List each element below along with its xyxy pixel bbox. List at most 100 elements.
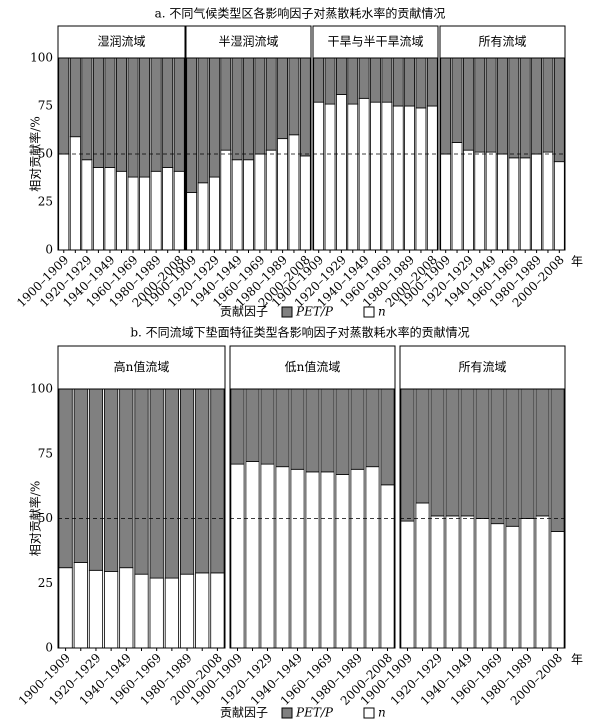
bar-segment — [58, 153, 70, 251]
bar-segment — [243, 57, 254, 161]
bar-segment — [335, 388, 350, 475]
bar-segment — [260, 388, 275, 465]
bar-segment — [254, 57, 266, 155]
bar-segment — [243, 159, 254, 251]
bar-segment — [365, 388, 380, 468]
panel-header — [229, 345, 396, 390]
panel-header — [185, 25, 312, 59]
bar-segment — [336, 57, 347, 95]
bar-segment — [430, 388, 445, 517]
bar-segment — [381, 101, 393, 251]
bar-segment — [104, 388, 119, 572]
y-tick-label: 100 — [30, 51, 53, 65]
bar-segment — [392, 57, 404, 107]
legend-swatch — [281, 306, 293, 318]
bar-segment — [210, 388, 225, 574]
bar-segment — [149, 577, 164, 649]
bar-segment — [380, 484, 395, 649]
bar-segment — [58, 57, 70, 155]
bar-segment — [508, 157, 520, 251]
bar-segment — [553, 161, 565, 251]
bar-segment — [505, 525, 520, 649]
x-axis-label: 贡献因子 — [220, 705, 268, 720]
bar-segment — [220, 57, 232, 151]
panel-header — [399, 345, 566, 390]
panel-title: 低n值流域 — [285, 359, 341, 374]
bar-segment — [305, 471, 320, 649]
bar-segment — [365, 466, 380, 649]
bar-segment — [520, 388, 535, 519]
panel-title: 所有流域 — [478, 35, 526, 49]
bar-segment — [69, 57, 81, 138]
bar-segment — [358, 97, 370, 251]
bar-segment — [460, 515, 475, 649]
bar-segment — [197, 182, 209, 251]
bar-segment — [81, 159, 93, 251]
bar-segment — [475, 388, 490, 519]
legend-label: PET/P — [295, 706, 334, 720]
bar-segment — [245, 388, 260, 462]
bar-segment — [209, 57, 220, 178]
bar-segment — [210, 572, 225, 649]
bar-segment — [116, 170, 127, 251]
bar-segment — [260, 463, 275, 649]
bar-segment — [290, 468, 305, 649]
bar-segment — [445, 515, 460, 649]
legend-swatch — [363, 707, 375, 719]
bar-segment — [490, 388, 505, 525]
bar-segment — [104, 571, 119, 649]
bar-segment — [520, 518, 535, 649]
bar-segment — [230, 463, 245, 649]
bar-segment — [209, 176, 220, 251]
bar-segment — [380, 388, 395, 486]
panel-frame — [185, 57, 312, 251]
bar-segment — [381, 57, 393, 103]
bar-segment — [265, 57, 277, 151]
bar-segment — [139, 57, 151, 178]
bar-segment — [335, 474, 350, 649]
bar-segment — [426, 57, 438, 107]
legend-swatch — [281, 707, 293, 719]
panel-header — [57, 345, 226, 390]
bar-segment — [463, 149, 474, 251]
bar-segment — [531, 153, 542, 251]
panel-frame — [229, 388, 396, 649]
bar-segment — [164, 577, 179, 649]
bar-segment — [88, 569, 104, 649]
bar-segment — [400, 520, 415, 649]
bar-segment — [149, 388, 164, 579]
bar-segment — [195, 572, 210, 649]
bar-segment — [150, 170, 162, 251]
bar-segment — [324, 103, 336, 251]
bar-segment — [336, 94, 347, 251]
bar-segment — [350, 468, 365, 649]
bar-segment — [451, 57, 463, 143]
panel-frame — [312, 57, 439, 251]
bar-segment — [162, 57, 174, 168]
bar-segment — [134, 573, 149, 649]
y-axis-label: 相对贡献率/% — [28, 116, 43, 191]
bar-segment — [290, 388, 305, 470]
bar-segment — [299, 155, 311, 251]
bar-segment — [370, 101, 381, 251]
legend-label: PET/P — [295, 305, 334, 319]
bar-segment — [404, 105, 415, 251]
bar-segment — [400, 388, 415, 522]
bar-segment — [445, 388, 460, 517]
y-tick-label: 75 — [38, 99, 53, 113]
bar-segment — [186, 57, 198, 193]
y-tick-label: 50 — [38, 147, 53, 161]
bar-segment — [173, 170, 185, 251]
legend-label: n — [378, 706, 386, 720]
bar-segment — [519, 57, 531, 159]
bar-segment — [320, 471, 335, 649]
bar-segment — [451, 142, 463, 251]
bar-segment — [73, 562, 88, 649]
bar-segment — [508, 57, 520, 159]
bar-segment — [475, 518, 490, 649]
legend-label: n — [378, 305, 386, 319]
bar-segment — [415, 502, 430, 649]
x-unit: 年 — [571, 653, 583, 667]
